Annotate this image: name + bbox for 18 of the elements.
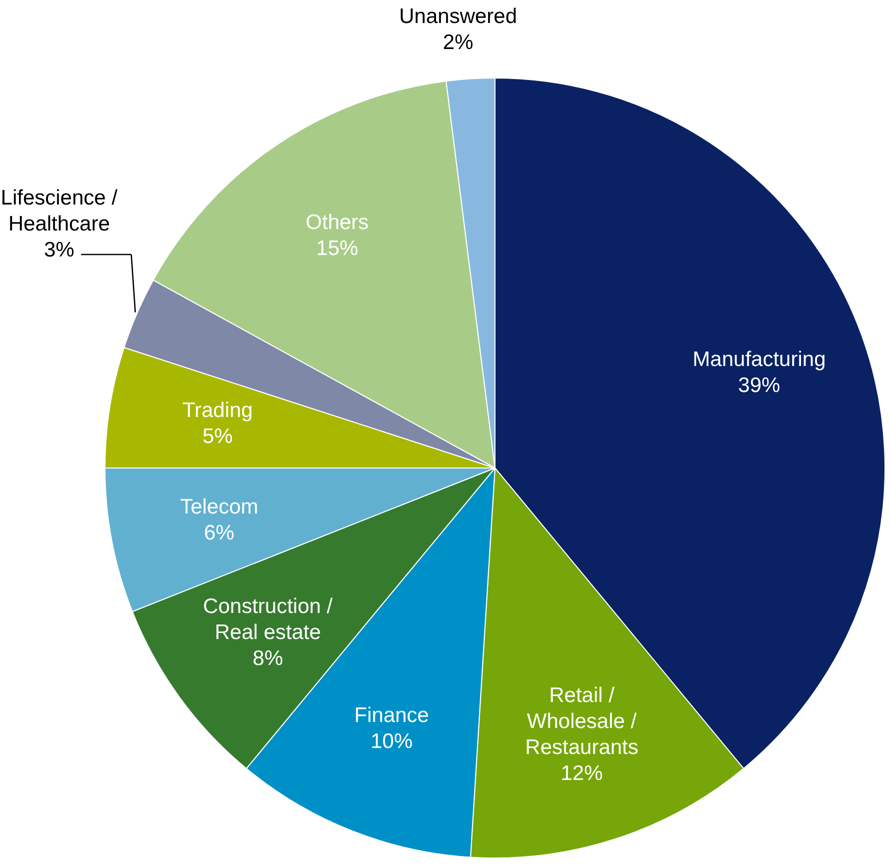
data-label: 39% xyxy=(738,374,780,397)
slice-label: Lifescience / Healthcare xyxy=(0,186,118,236)
slice-label: Construction / Real estate xyxy=(203,595,333,644)
slice-label: Manufacturing xyxy=(692,348,826,371)
slice-label: Telecom xyxy=(180,496,258,519)
data-label: 8% xyxy=(252,647,284,670)
slice-label: Unanswered xyxy=(399,4,518,28)
data-label: 15% xyxy=(316,236,358,260)
data-label: 12% xyxy=(560,762,603,786)
data-label: 3% xyxy=(44,238,74,262)
slice-label: Finance xyxy=(354,704,429,728)
data-label: 6% xyxy=(204,522,234,545)
data-label: 5% xyxy=(202,425,233,448)
data-label: 2% xyxy=(442,30,474,54)
slice-label: Others xyxy=(306,210,369,234)
slice-label: Retail / Wholesale / Restaurants xyxy=(525,684,638,760)
data-label: 10% xyxy=(370,730,413,754)
slice-label: Trading xyxy=(182,399,253,422)
